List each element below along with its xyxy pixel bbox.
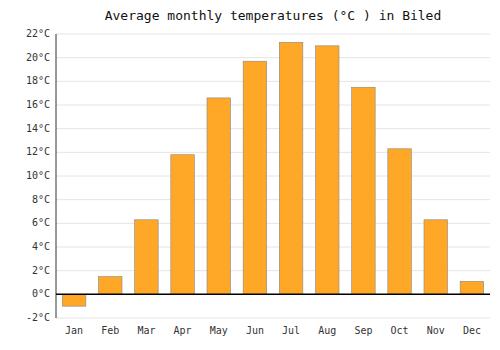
x-axis: Jan Feb Mar Apr May Jun Jul Aug Sep Oct Nov Dec (65, 325, 481, 336)
y-tick-label: 20°C (26, 52, 50, 63)
y-tick-label: 12°C (26, 146, 50, 157)
bar (279, 42, 303, 294)
bar (388, 149, 412, 295)
bar (207, 98, 231, 294)
grid-line (56, 128, 490, 129)
x-tick-label: Aug (318, 325, 336, 336)
y-tick-label: 18°C (26, 75, 50, 86)
y-tick-label: 14°C (26, 123, 50, 134)
x-tick-label: Feb (101, 325, 119, 336)
y-tick-label: -2°C (26, 312, 50, 323)
y-tick-label: 22°C (26, 28, 50, 39)
x-tick-label: Dec (463, 325, 481, 336)
grid (56, 34, 490, 318)
chart: -2°C 0°C 2°C 4°C 6°C 8°C 10°C 12°C 14°C 16°C 18°C 2… (0, 0, 500, 350)
x-tick-label: Apr (174, 325, 192, 336)
y-axis-line (56, 34, 57, 318)
x-tick-label: Mar (137, 325, 155, 336)
y-tick-label: 8°C (32, 194, 50, 205)
y-axis: -2°C 0°C 2°C 4°C 6°C 8°C 10°C 12°C 14°C 16°C 18°C 2… (26, 28, 50, 323)
grid-line (56, 199, 490, 200)
x-tick-label: Nov (427, 325, 445, 336)
x-tick-label: Sep (354, 325, 372, 336)
chart-container: -2°C 0°C 2°C 4°C 6°C 8°C 10°C 12°C 14°C 16°C 18°C 2… (0, 0, 500, 350)
bar (460, 281, 484, 294)
grid-line (56, 176, 490, 177)
bars (62, 42, 483, 306)
bar (315, 46, 339, 295)
bar (243, 61, 267, 294)
y-tick-label: 6°C (32, 217, 50, 228)
bar (352, 87, 376, 294)
bar (171, 155, 195, 295)
title: Average monthly temperatures (°C ) in Bi… (105, 8, 442, 23)
bar (135, 220, 159, 295)
grid-line (56, 81, 490, 82)
y-tick-label: 0°C (32, 288, 50, 299)
x-tick-label: Jan (65, 325, 83, 336)
grid-line (56, 105, 490, 106)
grid-line (56, 318, 490, 319)
bar (424, 220, 448, 295)
bar (62, 294, 86, 306)
x-tick-label: May (210, 325, 228, 336)
grid-line (56, 34, 490, 35)
x-tick-label: Oct (391, 325, 409, 336)
grid-line (56, 294, 490, 295)
baseline (56, 294, 490, 296)
y-tick-label: 4°C (32, 241, 50, 252)
y-tick-label: 2°C (32, 265, 50, 276)
y-tick-label: 10°C (26, 170, 50, 181)
grid-line (56, 57, 490, 58)
x-tick-label: Jul (282, 325, 300, 336)
y-tick-label: 16°C (26, 99, 50, 110)
grid-line (56, 152, 490, 153)
bar (98, 277, 122, 295)
x-tick-label: Jun (246, 325, 264, 336)
